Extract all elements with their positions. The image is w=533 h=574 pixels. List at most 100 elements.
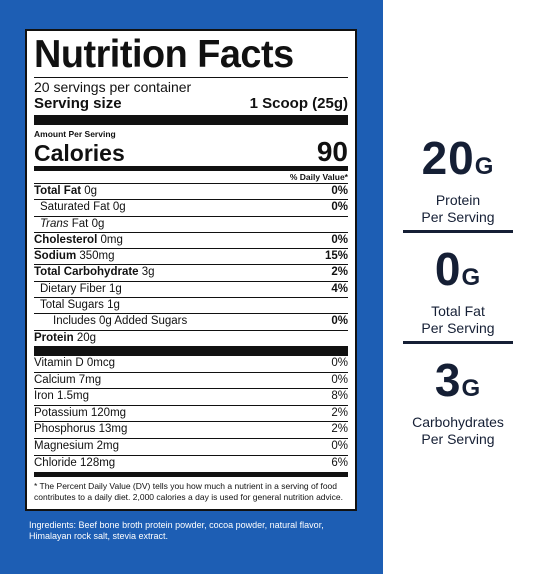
serving-size-row: Serving size 1 Scoop (25g)	[34, 95, 348, 113]
highlight-number: 0	[434, 243, 462, 295]
nutrient-name: Dietary Fiber	[40, 282, 106, 295]
nutrient-row-protein: Protein 20g	[34, 329, 348, 346]
vitamin-name: Calcium	[34, 373, 76, 386]
highlight-number: 20	[421, 132, 475, 184]
highlight-carbohydrates: 3G Carbohydrates Per Serving	[383, 355, 533, 448]
vitamin-dv: 6%	[331, 456, 348, 469]
nutrient-amount: 350mg	[79, 250, 115, 263]
calories-value: 90	[316, 136, 348, 167]
vitamins-minerals-section: Vitamin D 0mcg 0% Calcium 7mg 0% Iron 1.…	[34, 356, 348, 471]
ingredients-text: Ingredients: Beef bone broth protein pow…	[29, 520, 324, 541]
vitamin-amount: 7mg	[78, 373, 102, 386]
highlight-unit: G	[461, 375, 482, 402]
nutrient-name: Total Carbohydrate	[34, 266, 139, 279]
daily-value-footnote: * The Percent Daily Value (DV) tells you…	[34, 481, 344, 502]
serving-size-value: 1 Scoop (25g)	[249, 95, 348, 112]
vitamin-name: Iron	[34, 390, 54, 403]
nutrient-amount: 0mg	[100, 233, 123, 246]
nutrient-row-dietary-fiber: Dietary Fiber 1g 4%	[34, 280, 348, 297]
nutrient-row-trans-fat: Trans Fat 0g	[34, 215, 348, 232]
vitamin-row-potassium: Potassium 120mg 2%	[34, 404, 348, 422]
highlight-separator	[403, 230, 513, 233]
highlight-caption-line2: Per Serving	[421, 320, 495, 336]
amount-per-serving: Amount Per Serving	[34, 129, 116, 139]
nutrient-dv: 4%	[331, 282, 348, 295]
highlight-value: 0G	[383, 244, 533, 303]
nutrient-row-total-sugars: Total Sugars 1g	[34, 297, 348, 313]
vitamin-dv: 0%	[331, 373, 348, 386]
vitamin-row-calcium: Calcium 7mg 0%	[34, 371, 348, 389]
nutrient-dv: 15%	[324, 250, 348, 263]
vitamin-name: Magnesium	[34, 439, 94, 452]
nutrition-facts-label: Nutrition Facts 20 servings per containe…	[25, 29, 357, 511]
vitamin-name: Vitamin D	[34, 356, 84, 369]
calories-row: Calories 90	[34, 136, 348, 167]
highlight-caption-line2: Per Serving	[421, 431, 495, 447]
nutrient-dv: 0%	[331, 201, 348, 214]
vitamin-row-phosphorus: Phosphorus 13mg 2%	[34, 421, 348, 438]
highlight-total-fat: 0G Total Fat Per Serving	[383, 244, 533, 337]
nutrient-row-cholesterol: Cholesterol 0mg 0%	[34, 231, 348, 248]
label-title: Nutrition Facts	[34, 33, 294, 76]
vitamin-row-vitamin-d: Vitamin D 0mcg 0%	[34, 356, 348, 372]
nutrient-name: Total Fat	[34, 185, 82, 197]
medium-divider	[34, 472, 348, 478]
vitamin-dv: 2%	[331, 406, 348, 419]
nutrient-dv: 2%	[331, 266, 348, 279]
medium-divider	[34, 166, 348, 171]
nutrient-name: Total Sugars	[40, 299, 104, 312]
vitamin-amount: 1.5mg	[57, 390, 89, 403]
highlight-caption-line1: Total Fat	[431, 303, 485, 319]
highlight-caption-line1: Protein	[435, 192, 481, 208]
highlight-separator	[403, 341, 513, 344]
highlight-unit: G	[474, 153, 495, 180]
divider	[34, 77, 348, 78]
vitamin-row-magnesium: Magnesium 2mg 0%	[34, 437, 348, 455]
vitamin-dv: 0%	[331, 356, 348, 369]
vitamin-dv: 2%	[331, 423, 348, 436]
thick-divider	[34, 345, 348, 356]
serving-size-label: Serving size	[34, 95, 122, 112]
highlight-value: 20G	[383, 133, 533, 192]
nutrient-name-suffix: Fat	[71, 217, 89, 230]
nutrient-dv: 0%	[331, 233, 348, 246]
vitamin-row-iron: Iron 1.5mg 8%	[34, 388, 348, 405]
vitamin-amount: 13mg	[98, 423, 128, 436]
daily-value-header: % Daily Value*	[289, 172, 348, 182]
thick-divider	[34, 115, 348, 125]
nutrient-row-added-sugars: Includes 0g Added Sugars 0%	[34, 313, 348, 329]
nutrient-name: Trans	[40, 217, 69, 230]
highlight-unit: G	[461, 264, 482, 291]
nutrient-amount: 0g	[112, 201, 126, 214]
nutrient-name: Cholesterol	[34, 233, 98, 246]
vitamin-row-chloride: Chloride 128mg 6%	[34, 454, 348, 472]
nutrient-dv: 0%	[331, 315, 348, 328]
nutrient-row-sodium: Sodium 350mg 15%	[34, 248, 348, 264]
vitamin-amount: 120mg	[90, 406, 127, 419]
servings-per-container: 20 servings per container	[34, 79, 192, 95]
nutrient-row-total-fat: Total Fat 0g 0%	[34, 183, 348, 199]
nutrient-amount: 3g	[141, 266, 155, 279]
highlight-number: 3	[434, 354, 462, 406]
nutrient-dv: 0%	[331, 185, 348, 197]
highlight-caption-line1: Carbohydrates	[412, 414, 504, 430]
nutrient-row-saturated-fat: Saturated Fat 0g 0%	[34, 199, 348, 215]
vitamin-name: Potassium	[34, 406, 88, 419]
nutrient-amount: 0g	[91, 217, 105, 230]
highlight-value: 3G	[383, 355, 533, 414]
calories-label: Calories	[34, 140, 125, 166]
vitamin-amount: 0mcg	[86, 356, 115, 369]
vitamin-amount: 128mg	[80, 456, 116, 469]
nutrient-name: Saturated Fat	[40, 201, 110, 214]
vitamin-dv: 0%	[331, 439, 348, 452]
nutrient-name: Sodium	[34, 250, 77, 263]
vitamin-amount: 2mg	[96, 439, 120, 452]
highlight-protein: 20G Protein Per Serving	[383, 133, 533, 226]
vitamin-name: Chloride	[34, 456, 77, 469]
nutrient-name: Includes 0g Added Sugars	[53, 315, 188, 328]
highlight-caption-line2: Per Serving	[421, 209, 495, 225]
vitamin-name: Phosphorus	[34, 423, 96, 436]
nutrient-name: Protein	[34, 331, 74, 344]
nutrient-amount: 1g	[107, 299, 120, 312]
vitamin-dv: 8%	[331, 390, 348, 403]
